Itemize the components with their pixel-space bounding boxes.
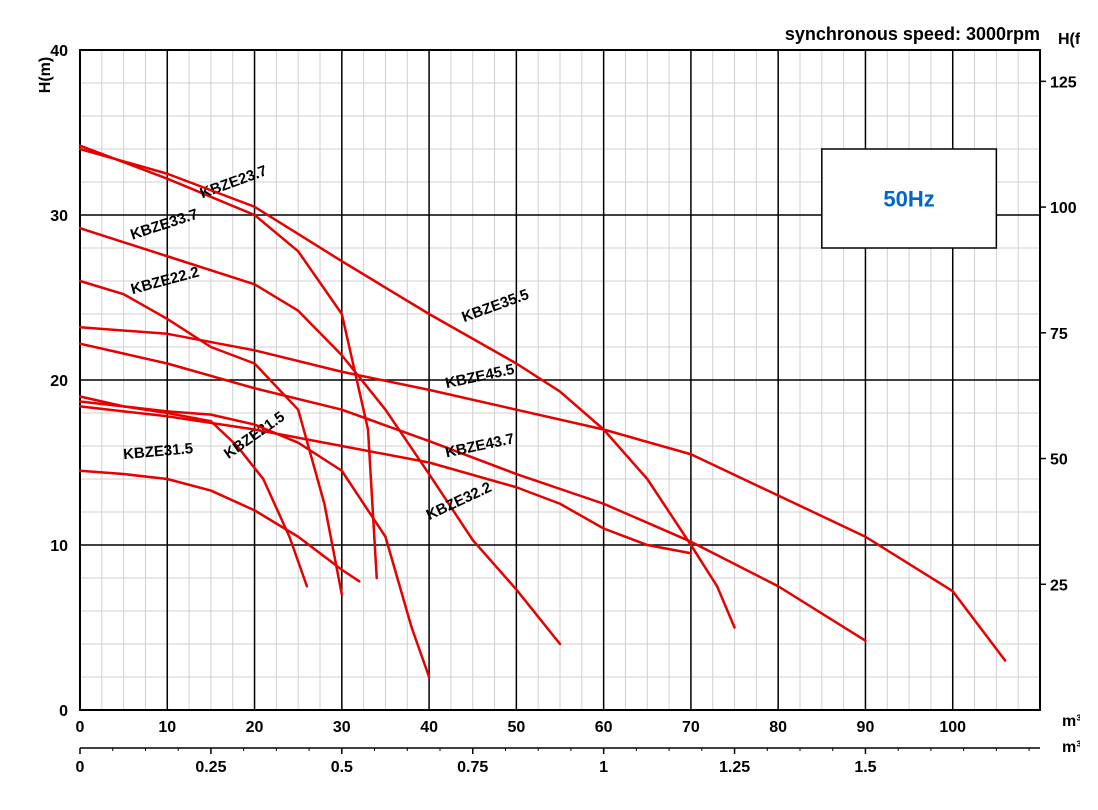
y-right-axis-label: H(ft) xyxy=(1058,31,1080,48)
x-bottom-tick-label: 1 xyxy=(599,759,608,776)
x-bottom-axis-label: m³/min xyxy=(1062,739,1080,756)
curve-label: KBZE43.7 xyxy=(444,430,516,461)
x-top-tick-label: 100 xyxy=(939,719,966,736)
pump-curve-chart: KBZE23.7KBZE35.5KBZE33.7KBZE22.2KBZE45.5… xyxy=(20,20,1080,790)
x-bottom-tick-label: 0.5 xyxy=(331,759,353,776)
y-left-tick-label: 30 xyxy=(50,208,68,225)
x-bottom-tick-label: 0 xyxy=(76,759,85,776)
frequency-label: 50Hz xyxy=(883,187,934,212)
curve-label: KBZE31.5 xyxy=(123,440,194,463)
y-right-tick-label: 100 xyxy=(1050,200,1077,217)
x-top-tick-label: 60 xyxy=(595,719,613,736)
x-bottom-tick-label: 0.25 xyxy=(195,759,226,776)
x-top-tick-label: 40 xyxy=(420,719,438,736)
y-left-tick-label: 20 xyxy=(50,373,68,390)
x-top-tick-label: 50 xyxy=(507,719,525,736)
curve-label: KBZE45.5 xyxy=(444,361,516,392)
y-left-axis-label: H(m) xyxy=(37,57,54,93)
x-top-tick-label: 10 xyxy=(158,719,176,736)
y-left-tick-label: 0 xyxy=(59,703,68,720)
x-top-tick-label: 20 xyxy=(246,719,264,736)
pump-curve xyxy=(80,146,377,578)
x-bottom-tick-label: 0.75 xyxy=(457,759,488,776)
x-top-tick-label: 90 xyxy=(857,719,875,736)
x-top-tick-label: 80 xyxy=(769,719,787,736)
pump-curve xyxy=(80,471,359,582)
y-right-tick-label: 75 xyxy=(1050,326,1068,343)
y-right-tick-label: 50 xyxy=(1050,452,1068,469)
curve-label: KBZE22.2 xyxy=(129,264,201,299)
y-right-tick-label: 25 xyxy=(1050,577,1068,594)
x-bottom-tick-label: 1.5 xyxy=(854,759,876,776)
y-right-tick-label: 125 xyxy=(1050,74,1077,91)
x-top-tick-label: 30 xyxy=(333,719,351,736)
x-top-tick-label: 70 xyxy=(682,719,700,736)
x-top-axis-label: m³/h xyxy=(1062,713,1080,730)
x-bottom-tick-label: 1.25 xyxy=(719,759,750,776)
y-left-tick-label: 10 xyxy=(50,538,68,555)
x-top-tick-label: 0 xyxy=(76,719,85,736)
chart-title: synchronous speed: 3000rpm xyxy=(785,24,1040,44)
curve-label: KBZE35.5 xyxy=(460,286,532,326)
